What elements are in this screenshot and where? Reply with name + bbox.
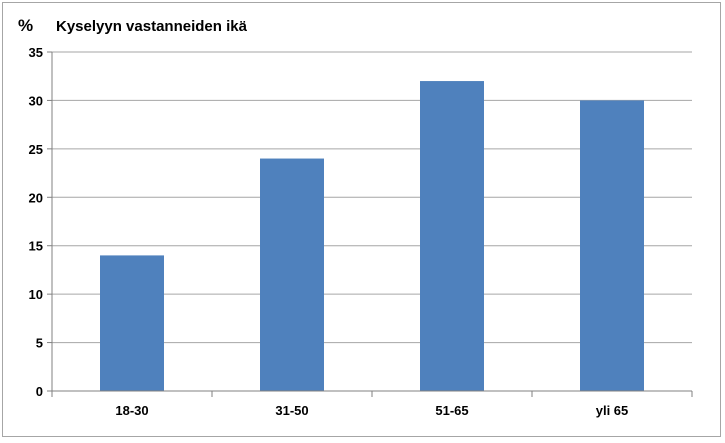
y-tick-label: 15 <box>29 239 43 254</box>
y-tick-label: 20 <box>29 190 43 205</box>
y-tick-label: 10 <box>29 287 43 302</box>
y-tick-label: 35 <box>29 45 43 60</box>
bars <box>100 81 644 392</box>
bar-chart: % Kyselyyn vastanneiden ikä 0 5 10 15 20 25 30… <box>18 16 693 418</box>
bar-51-65 <box>420 81 484 392</box>
y-unit-label: % <box>18 16 33 35</box>
y-tick-label: 30 <box>29 93 43 108</box>
x-axis <box>51 390 693 397</box>
x-tick-label: 18-30 <box>115 403 148 418</box>
bar-31-50 <box>260 158 324 391</box>
x-axis-ticks: 18-30 31-50 51-65 yli 65 <box>115 403 628 418</box>
chart-frame: % Kyselyyn vastanneiden ikä 0 5 10 15 20 25 30… <box>2 2 721 437</box>
y-axis-ticks: 0 5 10 15 20 25 30 35 <box>29 45 53 399</box>
y-tick-label: 5 <box>36 336 43 351</box>
y-tick-label: 0 <box>36 384 43 399</box>
bar-yli 65 <box>580 100 644 391</box>
bar-18-30 <box>100 255 164 391</box>
x-tick-label: yli 65 <box>596 403 629 418</box>
chart-title: Kyselyyn vastanneiden ikä <box>56 18 248 35</box>
y-tick-label: 25 <box>29 142 43 157</box>
x-tick-label: 31-50 <box>275 403 308 418</box>
x-tick-label: 51-65 <box>435 403 468 418</box>
